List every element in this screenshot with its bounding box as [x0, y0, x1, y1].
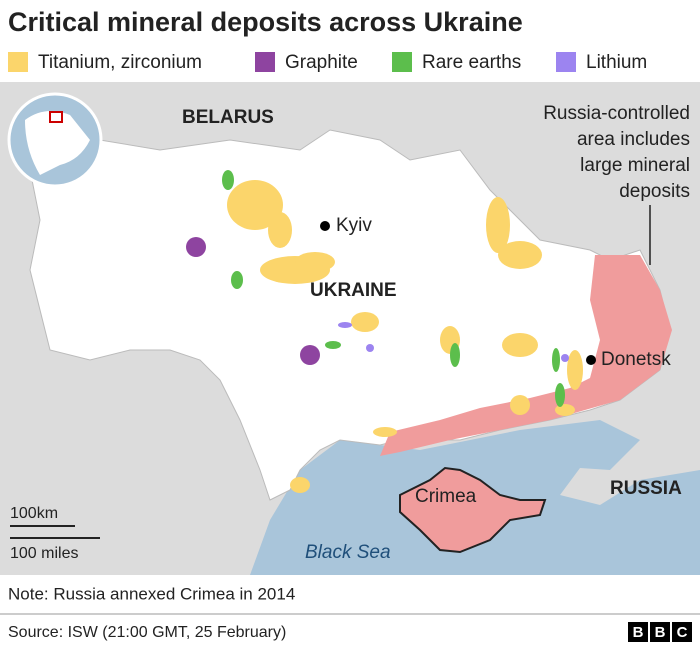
- deposit: [186, 237, 206, 257]
- deposit: [498, 241, 542, 269]
- note: Note: Russia annexed Crimea in 2014: [8, 584, 295, 603]
- logo-box: [628, 622, 648, 642]
- deposit: [231, 271, 243, 289]
- legend-swatch: [255, 52, 275, 72]
- label-russia: RUSSIA: [610, 478, 682, 499]
- label-belarus: BELARUS: [182, 107, 274, 128]
- scale-km: 100km: [10, 505, 58, 522]
- deposit: [268, 212, 292, 248]
- annotation-line-text: area includes: [577, 129, 690, 150]
- label-kyiv: Kyiv: [336, 215, 372, 236]
- logo-letter: B: [633, 624, 644, 641]
- deposit: [325, 341, 341, 349]
- kyiv-dot: [320, 221, 330, 231]
- legend-swatch: [8, 52, 28, 72]
- deposits: [186, 170, 583, 493]
- deposit: [338, 322, 352, 328]
- deposit: [373, 427, 397, 437]
- annotation-line-text: large mineral: [580, 155, 690, 176]
- donetsk-dot: [586, 355, 596, 365]
- legend: Titanium, zirconium Graphite Rare earths Li…: [8, 52, 647, 73]
- deposit: [295, 252, 335, 272]
- legend-label: Rare earths: [422, 52, 521, 73]
- globe-marker: [49, 111, 63, 123]
- russia-controlled-area: [380, 255, 672, 456]
- source: Source: ISW (21:00 GMT, 25 February): [8, 624, 286, 641]
- title: Critical mineral deposits across Ukraine: [8, 7, 523, 37]
- annotation: Russia-controlled area includes large mine…: [543, 103, 690, 202]
- deposit: [561, 354, 569, 362]
- deposit: [290, 477, 310, 493]
- annotation-line-text: deposits: [619, 181, 690, 202]
- legend-label: Titanium, zirconium: [38, 52, 202, 73]
- annotation-line-text: Russia-controlled: [543, 103, 690, 124]
- scale-miles: 100 miles: [10, 545, 78, 562]
- label-black-sea: Black Sea: [305, 542, 391, 563]
- legend-swatch: [392, 52, 412, 72]
- deposit: [555, 383, 565, 407]
- deposit: [351, 312, 379, 332]
- legend-label: Graphite: [285, 52, 358, 73]
- legend-label: Lithium: [586, 52, 647, 73]
- deposit: [222, 170, 234, 190]
- deposit: [227, 180, 283, 230]
- deposit: [552, 348, 560, 372]
- legend-swatch: [556, 52, 576, 72]
- deposit: [366, 344, 374, 352]
- deposit: [567, 350, 583, 390]
- label-donetsk: Donetsk: [601, 349, 671, 370]
- logo-letter: C: [677, 624, 688, 641]
- deposit: [510, 395, 530, 415]
- deposit: [486, 197, 510, 253]
- label-crimea: Crimea: [415, 486, 477, 507]
- deposit: [450, 343, 460, 367]
- deposit: [300, 345, 320, 365]
- label-ukraine: UKRAINE: [310, 280, 397, 301]
- logo-box: [672, 622, 692, 642]
- logo-letter: B: [655, 624, 666, 641]
- logo-box: [650, 622, 670, 642]
- globe-land: [25, 111, 90, 175]
- crimea-shape: [399, 466, 547, 554]
- deposit: [502, 333, 538, 357]
